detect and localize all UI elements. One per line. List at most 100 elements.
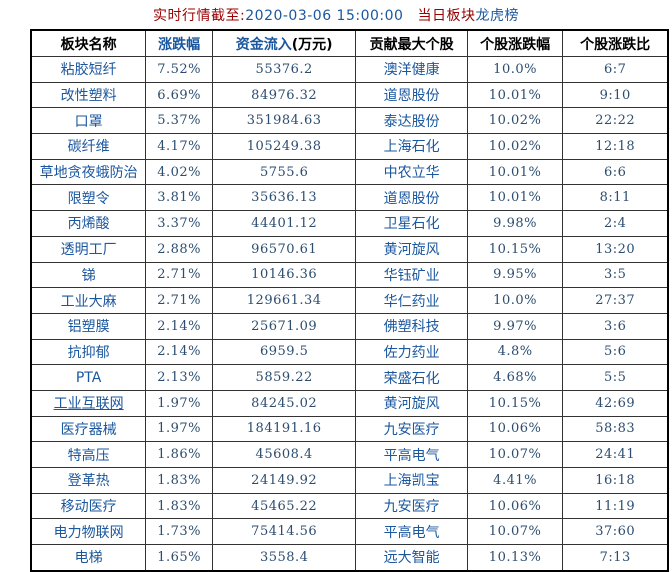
sector-name-cell: 移动医疗 [30,492,147,520]
stock-name-cell: 荣盛石化 [355,364,468,391]
sector-name-link[interactable]: 丙烯酸 [67,216,110,233]
sector-name-link[interactable]: 移动医疗 [60,499,117,516]
inflow-cell: 3558.4 [212,544,357,572]
up-down-ratio-cell: 8:11 [562,184,669,212]
sector-change-cell: 1.97% [145,389,214,417]
header-change-pct[interactable]: 涨跌幅 [145,29,214,57]
table-row: 电梯 1.65% 3558.4 远大智能 10.13% 7:13 [30,544,669,572]
stock-name-link[interactable]: 黄河旋风 [383,242,440,259]
sector-name-link[interactable]: 限塑令 [67,190,110,207]
sector-name-cell: 丙烯酸 [30,210,147,237]
inflow-cell: 5755.6 [212,158,357,186]
stock-change-cell: 10.07% [466,441,564,468]
sector-name-link[interactable]: 粘胶短纤 [60,62,117,79]
up-down-ratio-cell: 37:60 [562,518,669,546]
stock-change-cell: 10.01% [466,184,564,212]
up-down-ratio-cell: 3:6 [562,312,669,340]
stock-name-cell: 澳洋健康 [355,56,468,83]
table-row: 登革热 1.83% 24149.92 上海凯宝 4.41% 16:18 [30,467,669,494]
table-body: 粘胶短纤 7.52% 55376.2 澳洋健康 10.0% 6:7 改性塑料 6… [30,56,669,572]
header-capital-inflow[interactable]: 资金流入(万元) [212,29,357,57]
stock-name-link[interactable]: 道恩股份 [383,190,440,207]
stock-name-link[interactable]: 澳洋健康 [383,62,440,79]
inflow-cell: 84245.02 [212,389,357,417]
sector-name-link[interactable]: 电梯 [74,550,103,567]
stock-name-link[interactable]: 佐力药业 [383,344,440,361]
stock-name-link[interactable]: 荣盛石化 [383,370,440,387]
stock-change-cell: 10.02% [466,133,564,160]
sector-name-link[interactable]: 草地贪夜蛾防治 [39,165,138,182]
table-row: 透明工厂 2.88% 96570.61 黄河旋风 10.15% 13:20 [30,235,669,263]
stock-name-link[interactable]: 卫星石化 [383,216,440,233]
sector-name-cell: 草地贪夜蛾防治 [30,158,147,186]
sector-change-cell: 7.52% [145,56,214,83]
stock-name-link[interactable]: 黄河旋风 [383,396,440,413]
sector-change-cell: 1.73% [145,518,214,546]
sector-name-link[interactable]: 工业互联网 [53,396,124,413]
stock-name-cell: 佐力药业 [355,338,468,366]
stock-change-cell: 9.97% [466,312,564,340]
stock-change-cell: 10.0% [466,287,564,314]
stock-change-cell: 4.68% [466,364,564,391]
table-row: 医疗器械 1.97% 184191.16 九安医疗 10.06% 58:83 [30,415,669,443]
stock-name-cell: 平高电气 [355,441,468,468]
sector-name-cell: 限塑令 [30,184,147,212]
sector-name-link[interactable]: 登革热 [67,473,110,490]
stock-name-cell: 远大智能 [355,544,468,572]
sector-name-link[interactable]: 铝塑膜 [67,319,110,336]
table-row: 特高压 1.86% 45608.4 平高电气 10.07% 24:41 [30,441,669,468]
table-row: 碳纤维 4.17% 105249.38 上海石化 10.02% 12:18 [30,133,669,160]
sector-name-link[interactable]: 抗抑郁 [67,344,110,361]
inflow-cell: 5859.22 [212,364,357,391]
sector-name-link[interactable]: 口罩 [74,113,103,130]
stock-name-link[interactable]: 平高电气 [383,524,440,541]
stock-name-link[interactable]: 上海石化 [383,139,440,156]
stock-name-link[interactable]: 华仁药业 [383,293,440,310]
stock-name-cell: 道恩股份 [355,81,468,109]
stock-name-link[interactable]: 华钰矿业 [383,267,440,284]
inflow-cell: 105249.38 [212,133,357,160]
sector-name-cell: 电力物联网 [30,518,147,546]
stock-name-link[interactable]: 上海凯宝 [383,473,440,490]
sector-name-cell: 工业互联网 [30,389,147,417]
table-row: 工业大麻 2.71% 129661.34 华仁药业 10.0% 27:37 [30,287,669,314]
stock-name-link[interactable]: 中农立华 [383,165,440,182]
up-down-ratio-cell: 3:5 [562,261,669,289]
inflow-cell: 96570.61 [212,235,357,263]
sector-ranking-table: 板块名称 涨跌幅 资金流入(万元) 贡献最大个股 个股涨跌幅 个股涨跌比 粘胶短… [30,29,669,572]
stock-name-link[interactable]: 道恩股份 [383,88,440,105]
stock-name-link[interactable]: 平高电气 [383,447,440,464]
stock-name-cell: 中农立华 [355,158,468,186]
table-row: 粘胶短纤 7.52% 55376.2 澳洋健康 10.0% 6:7 [30,56,669,83]
sector-name-cell: 粘胶短纤 [30,56,147,83]
stock-name-link[interactable]: 九安医疗 [383,421,440,438]
stock-change-cell: 10.15% [466,235,564,263]
stock-name-link[interactable]: 佛塑科技 [383,319,440,336]
sector-name-link[interactable]: 改性塑料 [60,88,117,105]
sector-name-link[interactable]: 工业大麻 [60,293,117,310]
table-row: 草地贪夜蛾防治 4.02% 5755.6 中农立华 10.01% 6:6 [30,158,669,186]
stock-name-link[interactable]: 远大智能 [383,550,440,567]
sector-change-cell: 2.71% [145,261,214,289]
sector-name-link[interactable]: 特高压 [67,447,110,464]
up-down-ratio-cell: 16:18 [562,467,669,494]
sector-name-cell: 电梯 [30,544,147,572]
stock-name-link[interactable]: 泰达股份 [383,113,440,130]
table-row: 口罩 5.37% 351984.63 泰达股份 10.02% 22:22 [30,107,669,135]
header-up-down-ratio: 个股涨跌比 [562,29,669,57]
board-label: 当日板块 [417,8,476,24]
table-row: PTA 2.13% 5859.22 荣盛石化 4.68% 5:5 [30,364,669,391]
stock-change-cell: 10.02% [466,107,564,135]
sector-name-link[interactable]: 医疗器械 [60,421,117,438]
sector-name-link[interactable]: PTA [75,369,102,386]
sector-name-link[interactable]: 碳纤维 [67,139,110,156]
table-row: 铝塑膜 2.14% 25671.09 佛塑科技 9.97% 3:6 [30,312,669,340]
inflow-cell: 184191.16 [212,415,357,443]
sector-name-link[interactable]: 电力物联网 [53,524,124,541]
longhu-ranking-link[interactable]: 龙虎榜 [475,8,519,24]
stock-name-link[interactable]: 九安医疗 [383,499,440,516]
stock-name-cell: 华钰矿业 [355,261,468,289]
sector-name-link[interactable]: 透明工厂 [60,242,117,259]
page-title: 实时行情截至:2020-03-06 15:00:00 当日板块龙虎榜 [0,0,672,28]
sector-name-link[interactable]: 锑 [81,267,96,284]
